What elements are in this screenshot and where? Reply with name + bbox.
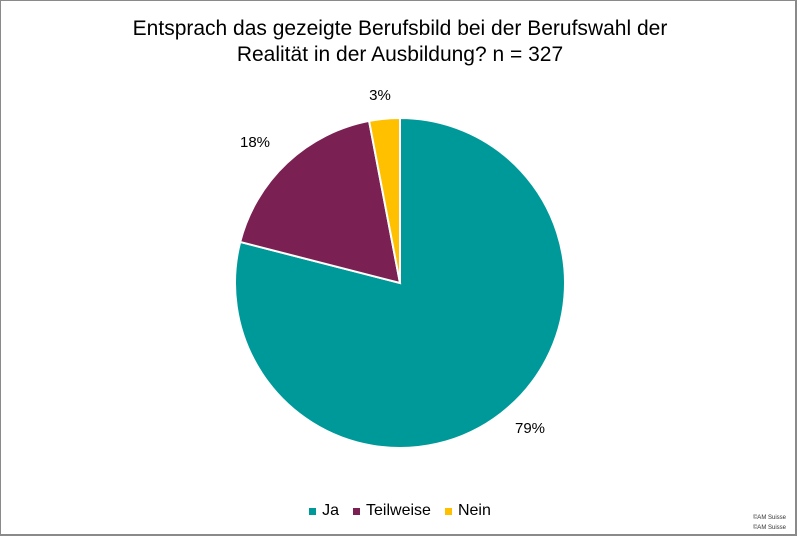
legend-item-teilweise: Teilweise bbox=[353, 502, 431, 520]
copyright-2: ©AM Suisse bbox=[752, 525, 786, 531]
legend-label: Ja bbox=[322, 502, 340, 519]
pie-slice-ja bbox=[234, 116, 566, 449]
data-label-teilweise: 18% bbox=[240, 134, 270, 151]
legend-label: Nein bbox=[457, 502, 491, 519]
pie-slice-nein bbox=[367, 116, 401, 284]
legend-swatch bbox=[309, 507, 317, 515]
legend-item-nein: Nein bbox=[444, 502, 491, 520]
copyright-1: ©AM Suisse bbox=[752, 515, 786, 521]
title-line-2: Realität in der Ausbildung? n = 327 bbox=[236, 43, 564, 66]
legend-item-ja: Ja bbox=[309, 502, 339, 520]
legend-label: Teilweise bbox=[366, 502, 431, 519]
chart-title: Entsprach das gezeigte Berufsbild bei de… bbox=[0, 16, 800, 68]
legend: Ja Teilweise Nein bbox=[0, 502, 800, 520]
title-line-1: Entsprach das gezeigte Berufsbild bei de… bbox=[132, 17, 668, 40]
data-label-nein: 3% bbox=[369, 87, 391, 104]
legend-swatch bbox=[353, 507, 361, 515]
data-label-ja: 79% bbox=[515, 420, 545, 437]
pie-slice-teilweise bbox=[238, 119, 402, 285]
legend-swatch bbox=[444, 507, 452, 515]
